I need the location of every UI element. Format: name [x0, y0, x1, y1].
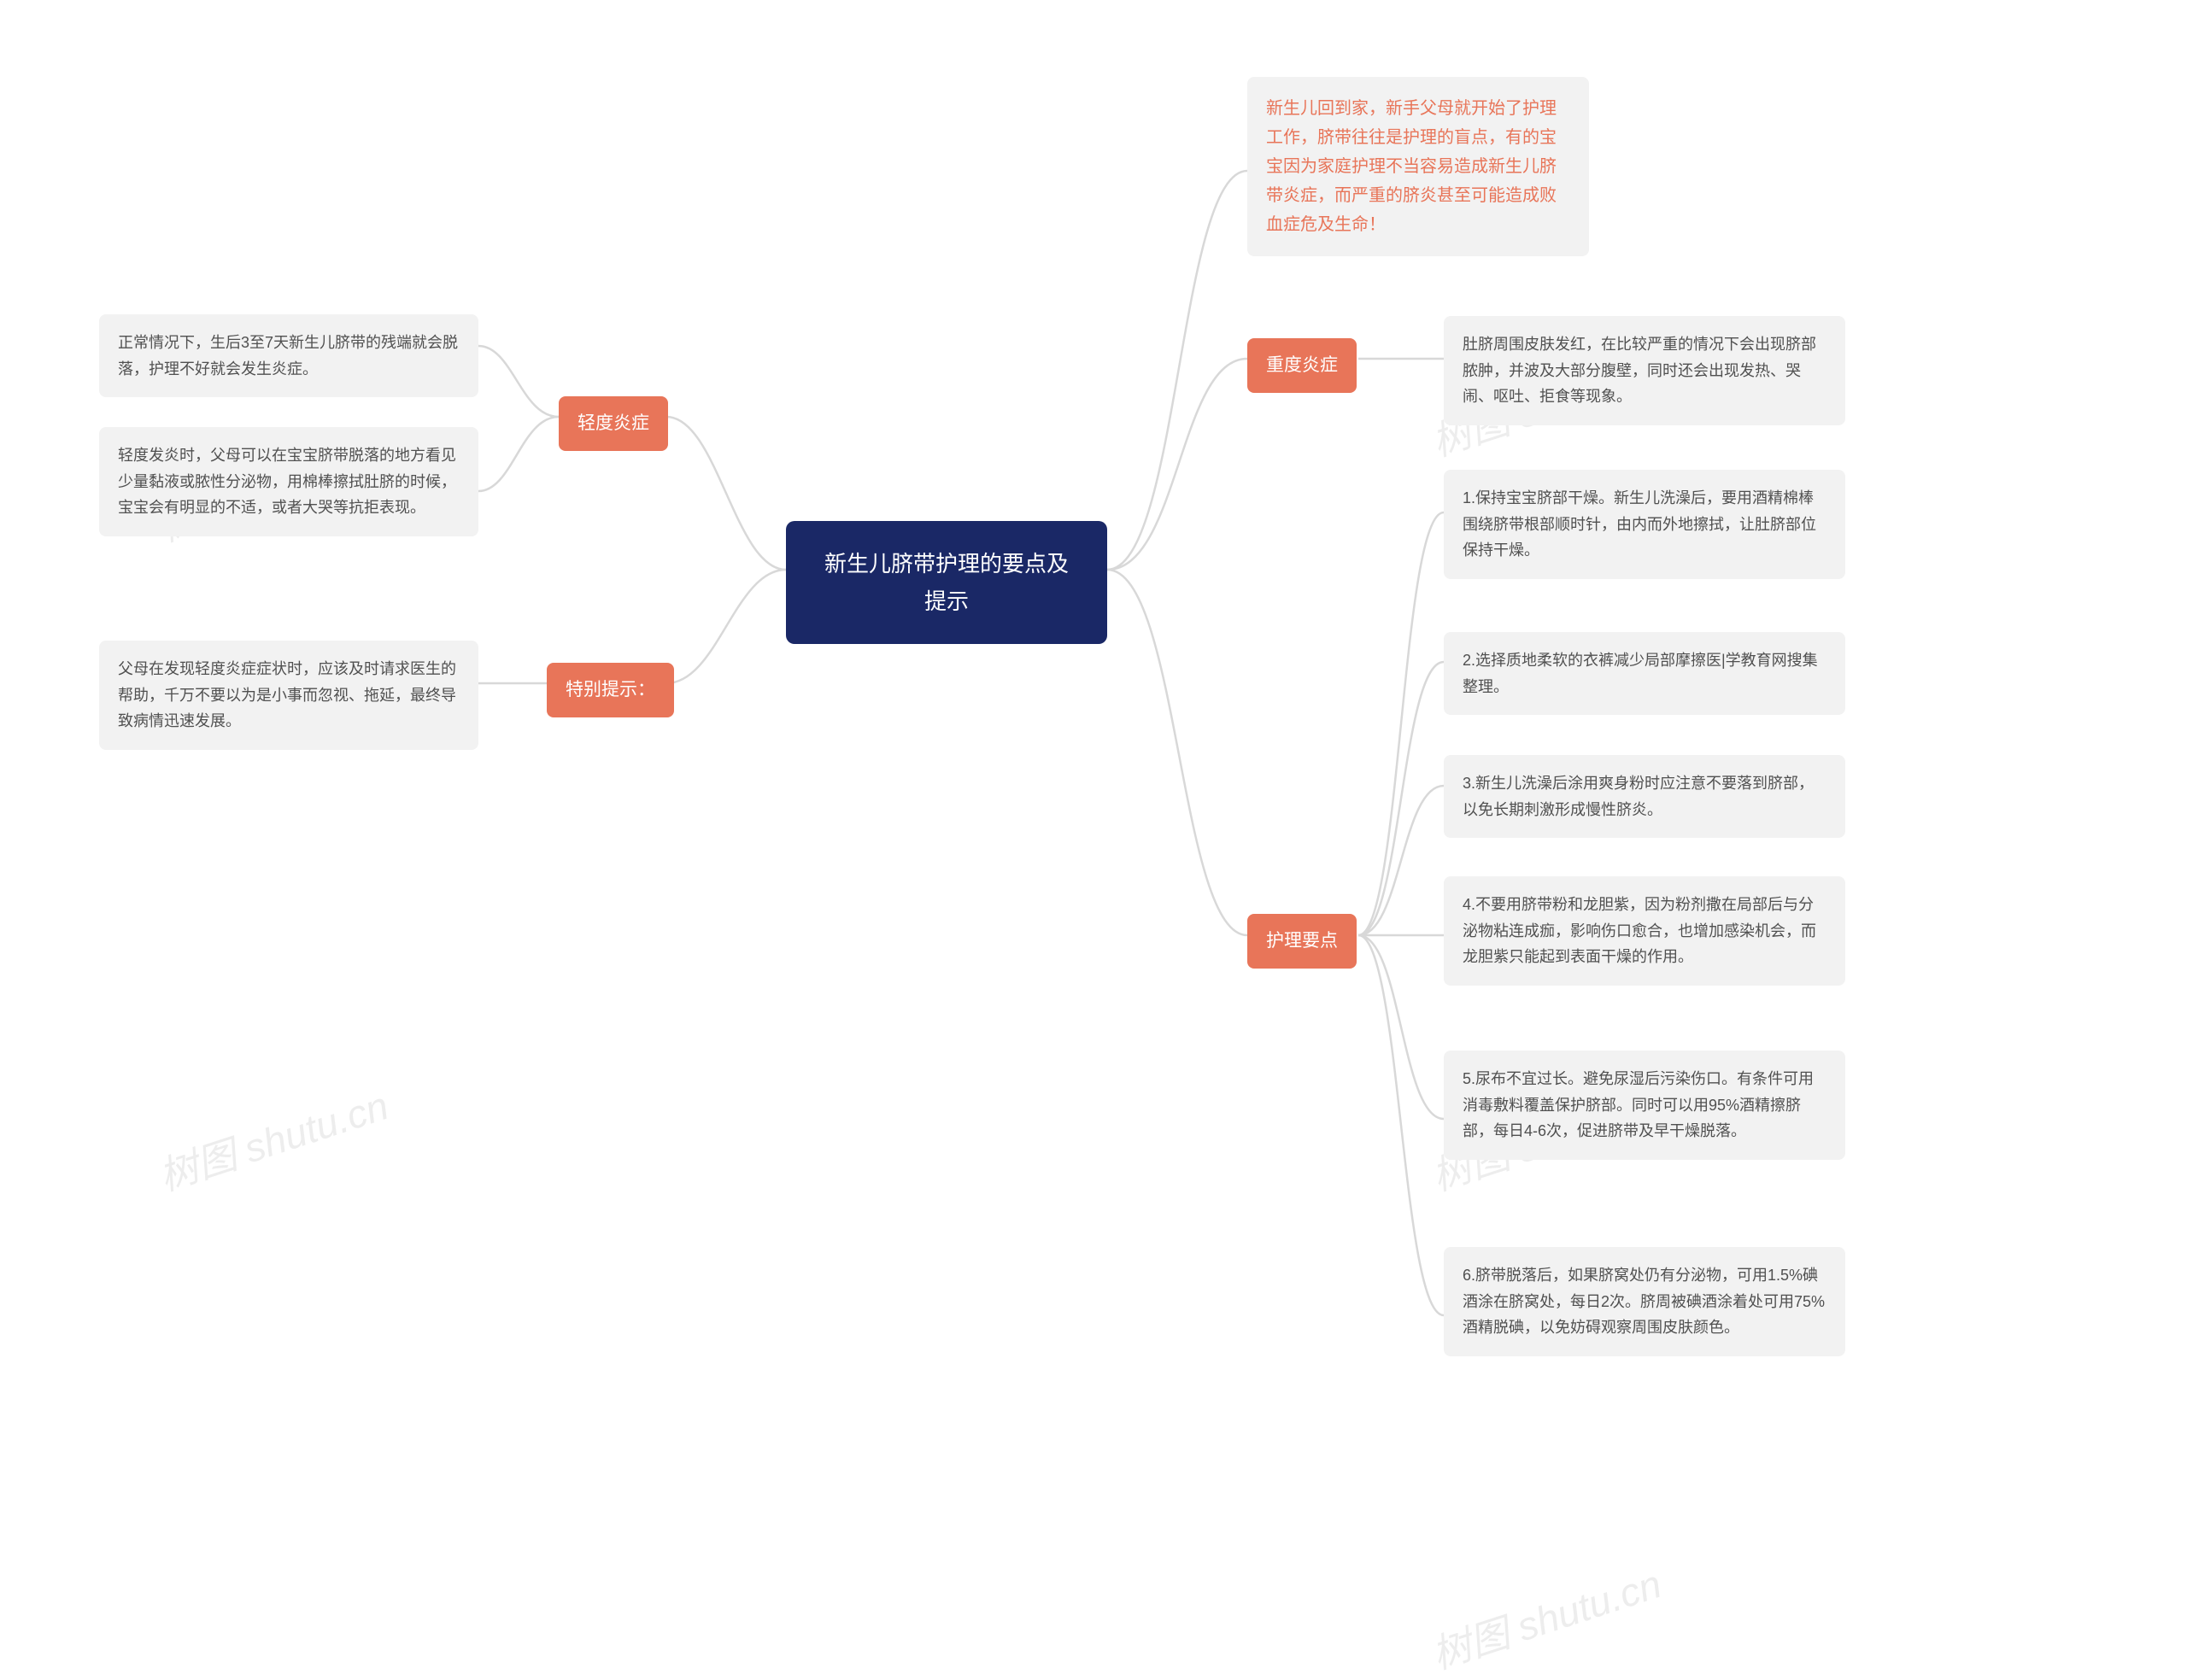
intro-node: 新生儿回到家，新手父母就开始了护理工作，脐带往往是护理的盲点，有的宝宝因为家庭护… [1247, 77, 1589, 256]
leaf-care-4: 4.不要用脐带粉和龙胆紫，因为粉剂撒在局部后与分泌物粘连成痂，影响伤口愈合，也增… [1444, 876, 1845, 986]
leaf-mild-1: 正常情况下，生后3至7天新生儿脐带的残端就会脱落，护理不好就会发生炎症。 [99, 314, 478, 397]
leaf-severe-1: 肚脐周围皮肤发红，在比较严重的情况下会出现脐部脓肿，并波及大部分腹壁，同时还会出… [1444, 316, 1845, 425]
watermark: 树图 shutu.cn [151, 1075, 395, 1203]
branch-care-points[interactable]: 护理要点 [1247, 914, 1357, 969]
leaf-mild-2: 轻度发炎时，父母可以在宝宝脐带脱落的地方看见少量黏液或脓性分泌物，用棉棒擦拭肚脐… [99, 427, 478, 536]
leaf-care-6: 6.脐带脱落后，如果脐窝处仍有分泌物，可用1.5%碘酒涂在脐窝处，每日2次。脐周… [1444, 1247, 1845, 1356]
leaf-care-5: 5.尿布不宜过长。避免尿湿后污染伤口。有条件可用消毒敷料覆盖保护脐部。同时可以用… [1444, 1051, 1845, 1160]
center-node[interactable]: 新生儿脐带护理的要点及 提示 [786, 521, 1107, 644]
leaf-care-1: 1.保持宝宝脐部干燥。新生儿洗澡后，要用酒精棉棒围绕脐带根部顺时针，由内而外地擦… [1444, 470, 1845, 579]
leaf-care-2: 2.选择质地柔软的衣裤减少局部摩擦医|学教育网搜集整理。 [1444, 632, 1845, 715]
leaf-note-1: 父母在发现轻度炎症症状时，应该及时请求医生的帮助，千万不要以为是小事而忽视、拖延… [99, 641, 478, 750]
center-title-line2: 提示 [815, 582, 1078, 620]
leaf-care-3: 3.新生儿洗澡后涂用爽身粉时应注意不要落到脐部，以免长期刺激形成慢性脐炎。 [1444, 755, 1845, 838]
center-title-line1: 新生儿脐带护理的要点及 [815, 545, 1078, 582]
branch-special-note[interactable]: 特别提示： [547, 663, 674, 717]
watermark: 树图 shutu.cn [1424, 1554, 1668, 1680]
connector-lines [0, 0, 2187, 1601]
branch-severe-inflammation[interactable]: 重度炎症 [1247, 338, 1357, 393]
branch-mild-inflammation[interactable]: 轻度炎症 [559, 396, 668, 451]
